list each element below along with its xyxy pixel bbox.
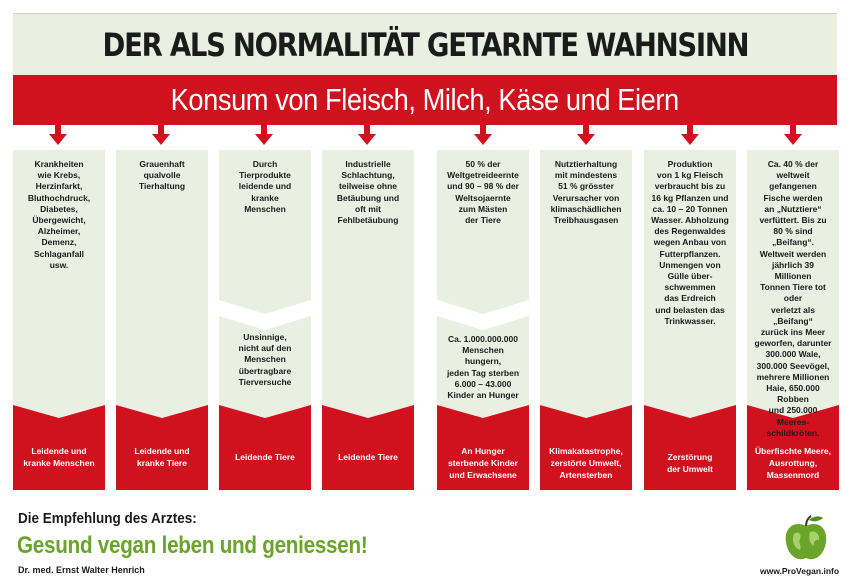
column-text: Ca. 40 % der weltweit gefangenen Fische we… (754, 159, 832, 438)
column-footer: An Hunger sterbende Kinder und Erwachsene (448, 446, 518, 480)
column-shape (116, 150, 208, 490)
column-footer: Leidende und kranke Menschen (23, 446, 95, 468)
column-footer: Zerstörung der Umwelt (667, 452, 713, 474)
column-health: Krankheiten wie Krebs, Herzinfarkt, Bluthoc… (13, 150, 105, 490)
column-text-secondary: Unsinnige, nicht auf den Menschen übertragb… (238, 332, 292, 387)
banner-text: Konsum von Fleisch, Milch, Käse und Eier… (170, 82, 680, 117)
column-text: Nutztierhaltung mit mindestens 51 % grösst… (550, 159, 622, 226)
column-text: Produktion von 1 kg Fleisch verbraucht bis… (651, 159, 729, 326)
apple-globe-icon (785, 515, 827, 560)
recommendation-slogan: Gesund vegan leben und geniessen! (17, 532, 368, 559)
consumption-banner: Konsum von Fleisch, Milch, Käse und Eier… (13, 75, 837, 125)
column-shape (322, 150, 414, 490)
author-name: Dr. med. Ernst Walter Henrich (18, 565, 145, 575)
column-oceans: Ca. 40 % der weltweit gefangenen Fische we… (747, 150, 839, 490)
column-animal-husbandry: Grauenhaft qualvolle Tierhaltung Leidende … (116, 150, 208, 490)
column-text: Grauenhaft qualvolle Tierhaltung (138, 159, 186, 192)
column-animal-testing: Durch Tierprodukte leidende und kranke Mensc… (219, 150, 311, 490)
column-shape (747, 150, 839, 490)
recommendation-label: Die Empfehlung des Arztes: (18, 510, 197, 527)
column-footer: Leidende Tiere (235, 452, 295, 462)
title-box: DER ALS NORMALITÄT GETARNTE WAHNSINN (13, 13, 837, 75)
column-shape (644, 150, 736, 490)
website-link[interactable]: www.ProVegan.info (760, 566, 840, 576)
column-footer: Klimakatastrophe, zerstörte Umwelt, Artens… (549, 446, 623, 480)
column-shape (13, 150, 105, 490)
column-climate: Nutztierhaltung mit mindestens 51 % grösst… (540, 150, 632, 490)
column-text: Durch Tierprodukte leidende und kranke Mensc… (238, 159, 292, 214)
column-footer: Leidende und kranke Tiere (134, 446, 190, 468)
column-footer: Leidende Tiere (338, 452, 398, 462)
column-shape (540, 150, 632, 490)
page-title: DER ALS NORMALITÄT GETARNTE WAHNSINN (102, 25, 749, 64)
column-text: Industrielle Schlachtung, teilweise ohne Be… (336, 159, 400, 226)
column-text-secondary: Ca. 1.000.000.000 Menschen hungern, jeden … (446, 334, 520, 401)
column-footer: Überfischte Meere, Ausrottung, Massenmord (754, 446, 832, 480)
column-slaughter: Industrielle Schlachtung, teilweise ohne Be… (322, 150, 414, 490)
column-environment: Produktion von 1 kg Fleisch verbraucht bis… (644, 150, 736, 490)
column-text: Krankheiten wie Krebs, Herzinfarkt, Bluthoc… (27, 159, 91, 270)
column-text: 50 % der Weltgetreideernte und 90 – 98 % d… (447, 159, 519, 226)
column-shape (437, 150, 529, 490)
column-shape (219, 150, 311, 490)
column-hunger: 50 % der Weltgetreideernte und 90 – 98 % d… (437, 150, 529, 490)
